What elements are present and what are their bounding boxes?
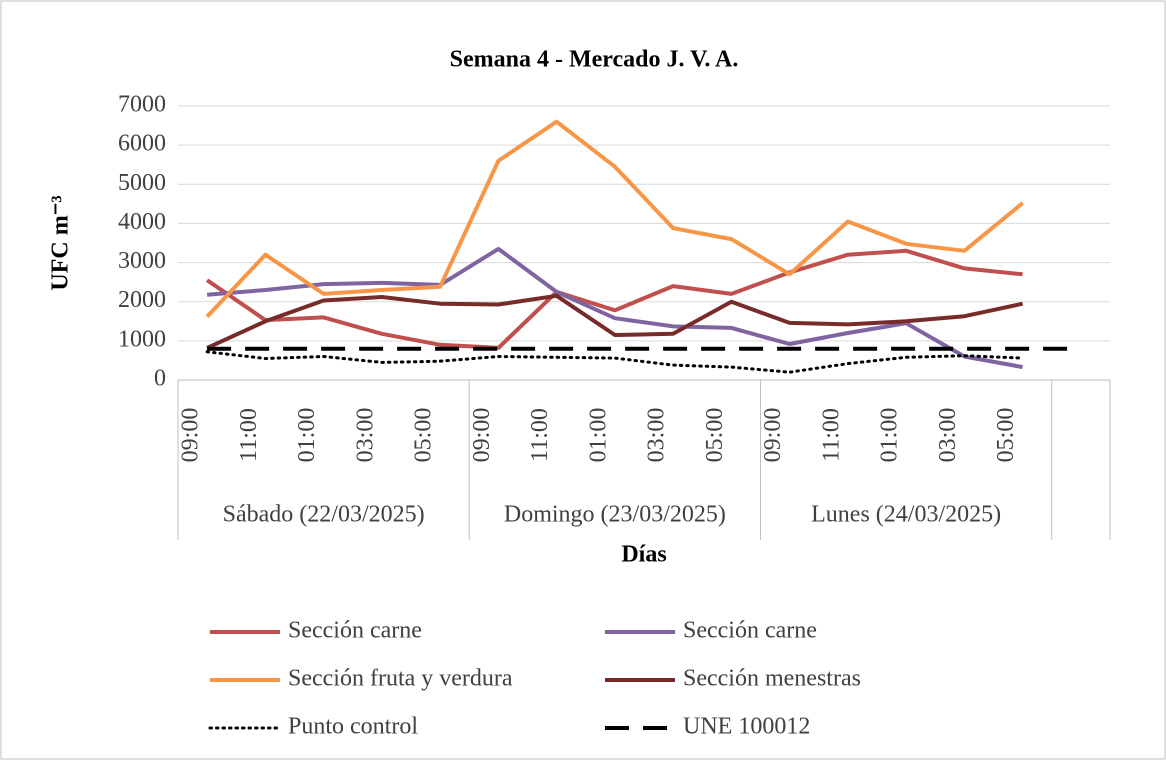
series-line <box>205 119 1024 318</box>
y-tick-label: 2000 <box>118 287 166 313</box>
y-tick-label: 3000 <box>118 248 166 274</box>
x-tick-label: 09:00 <box>178 408 204 463</box>
x-tick-label: 05:00 <box>411 408 437 463</box>
legend-label: Punto control <box>288 714 418 740</box>
series-line <box>206 293 1024 350</box>
chart-title: Semana 4 - Mercado J. V. A. <box>450 47 739 73</box>
legend-label: Sección menestras <box>683 666 861 692</box>
legend-label: Sección fruta y verdura <box>288 666 513 692</box>
y-tick-label: 1000 <box>118 326 166 352</box>
series-line <box>206 246 1023 370</box>
group-label: Domingo (23/03/2025) <box>504 502 726 528</box>
y-tick-label: 4000 <box>118 209 166 235</box>
x-tick-label: 09:00 <box>760 408 786 463</box>
y-tick-label: 7000 <box>118 92 166 118</box>
legend-label: Sección carne <box>288 618 422 644</box>
x-tick-label: 05:00 <box>993 408 1019 463</box>
y-tick-label: 6000 <box>118 131 166 157</box>
x-tick-label: 03:00 <box>935 408 961 463</box>
series-line <box>205 350 1025 374</box>
y-axis-label: UFC m⁻³ <box>48 195 74 290</box>
group-label: Lunes (24/03/2025) <box>811 502 1001 528</box>
x-tick-label: 09:00 <box>469 408 495 463</box>
x-tick-label: 11:00 <box>527 408 553 462</box>
x-tick-label: 03:00 <box>644 408 670 463</box>
x-tick-label: 01:00 <box>294 408 320 463</box>
x-axis-label: Días <box>621 542 666 568</box>
group-label: Sábado (22/03/2025) <box>223 502 425 528</box>
x-tick-label: 03:00 <box>352 408 378 463</box>
x-tick-label: 05:00 <box>702 408 728 463</box>
x-tick-label: 11:00 <box>818 408 844 462</box>
legend-label: UNE 100012 <box>683 714 810 740</box>
y-tick-label: 0 <box>154 366 166 392</box>
legend-label: Sección carne <box>683 618 817 644</box>
x-tick-label: 01:00 <box>585 408 611 463</box>
x-tick-label: 11:00 <box>236 408 262 462</box>
series-line <box>205 248 1023 350</box>
y-tick-label: 5000 <box>118 170 166 196</box>
x-tick-label: 01:00 <box>877 408 903 463</box>
